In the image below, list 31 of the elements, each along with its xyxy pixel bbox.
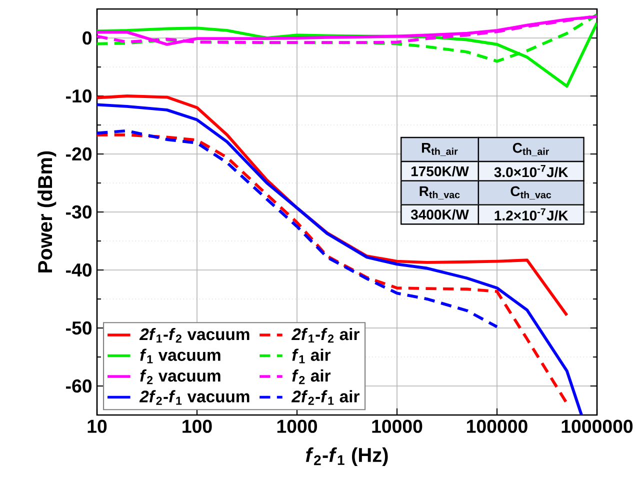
y-tick-label: -20 (66, 147, 92, 161)
y-tick-label: -50 (66, 321, 92, 335)
annotation: 1.2×10$^{-7}$J/K (494, 208, 568, 221)
annotation: R$_{th_vac}$ (420, 186, 460, 200)
x-tick-label: 100000 (467, 420, 528, 433)
legend-label: f$_{2}$ air (292, 369, 331, 384)
legend-label: f$_{1}$ vacuum (140, 348, 220, 364)
x-tick-label: 1000 (277, 420, 317, 433)
legend-label: 2f$_{1}$-f$_{2}$ air (291, 328, 360, 343)
x-tick-label: 100 (182, 420, 212, 433)
annotation: C$_{th_air}$ (512, 142, 550, 156)
annotation: 1750K/W (411, 166, 469, 176)
legend-label: f$_{1}$ air (292, 348, 331, 364)
annotation: 3400K/W (410, 209, 469, 220)
legend-label: 2f$_{1}$-f$_{2}$ vacuum (139, 328, 250, 343)
y-tick-label: -40 (66, 263, 92, 277)
annotation: R$_{th_air}$ (422, 142, 458, 156)
y-tick-label: -60 (66, 379, 92, 393)
y-tick-label: -10 (66, 89, 92, 103)
legend-label: 2f$_{2}$-f$_{1}$ vacuum (139, 390, 250, 405)
legend-label: f$_{2}$ vacuum (140, 369, 220, 384)
annotation: C$_{th_vac}$ (510, 186, 552, 200)
x-axis-title: f$_{2}$-f$_{1}$ (Hz) (306, 447, 388, 466)
x-tick-label: 10 (88, 420, 107, 433)
annotation: 3.0×10$^{-7}$J/K (494, 164, 568, 178)
y-tick-label: 0 (82, 31, 92, 45)
x-tick-label: 1000000 (562, 420, 633, 433)
legend-label: 2f$_{2}$-f$_{1}$ air (291, 390, 360, 405)
y-axis-title: Power (dBm) (38, 151, 56, 272)
x-tick-label: 10000 (372, 420, 422, 433)
y-tick-label: -30 (66, 205, 92, 219)
